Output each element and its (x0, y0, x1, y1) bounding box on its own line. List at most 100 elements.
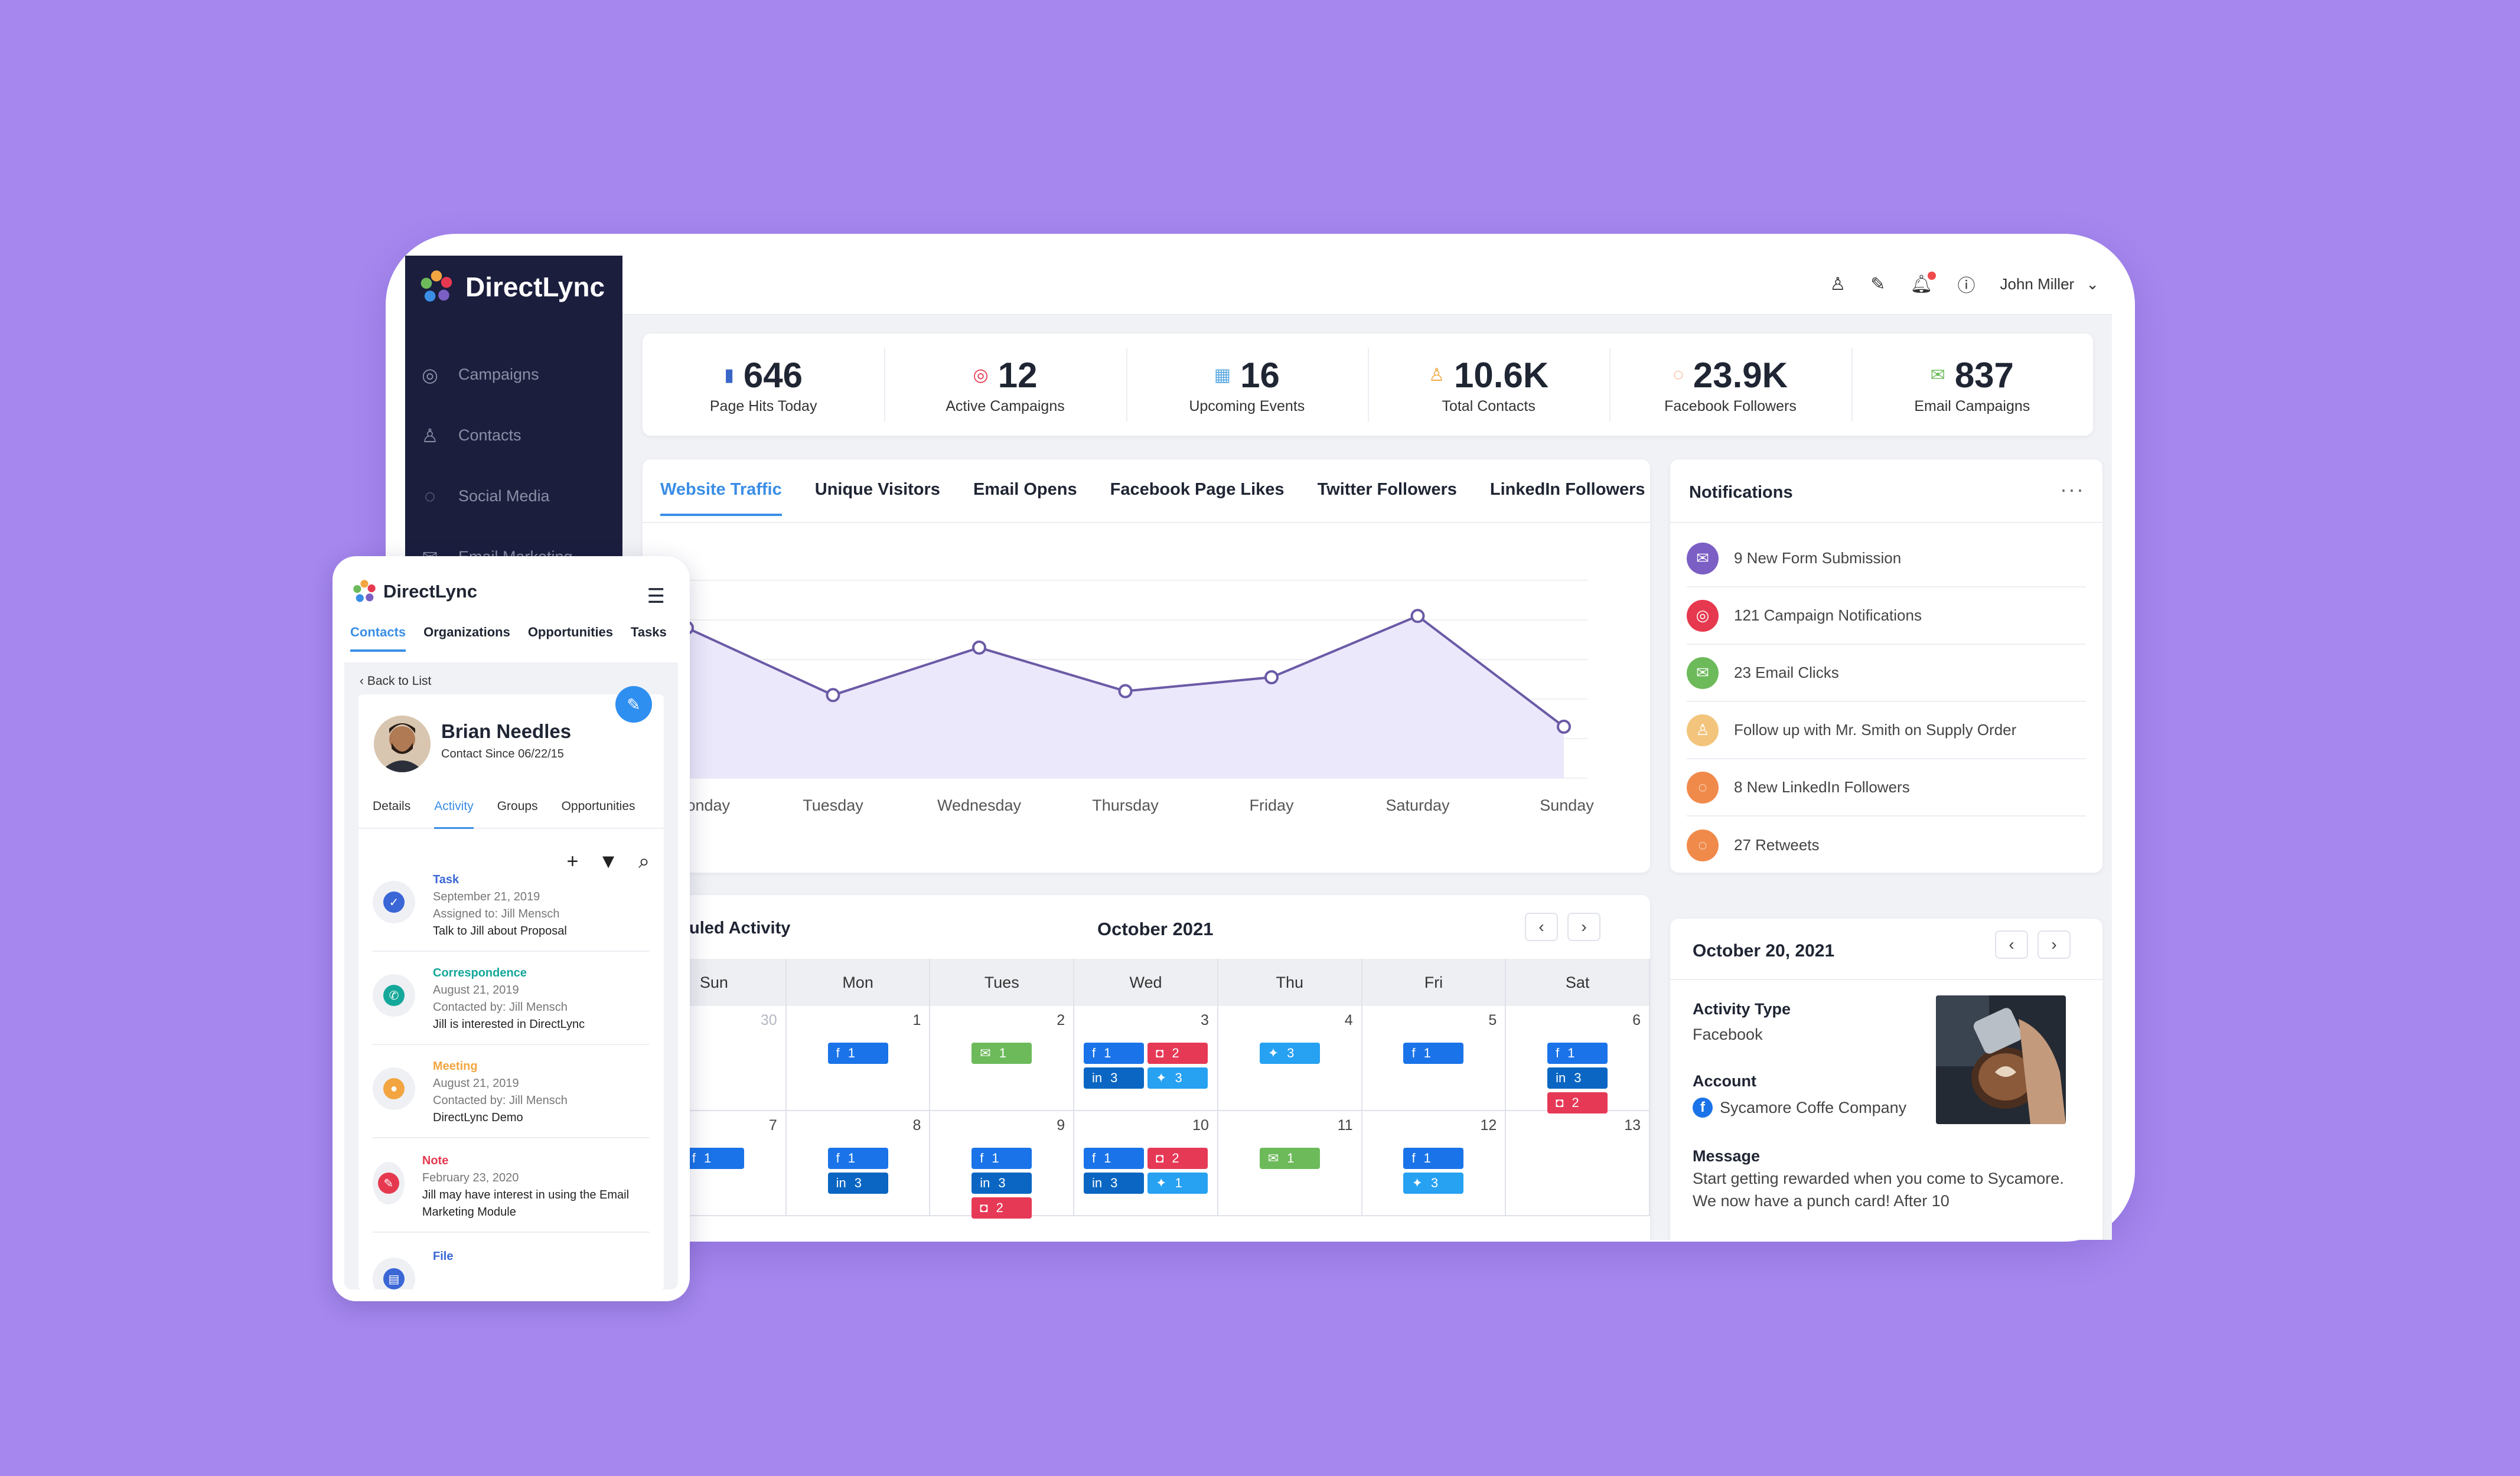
linkedin-activity-chip[interactable]: in 3 (1084, 1067, 1145, 1089)
calendar-day[interactable]: 3 f 1 ◘ 2 in 3 ✦ 3 (1074, 1006, 1218, 1110)
bell-icon[interactable]: 🔔︎ (1910, 271, 1937, 295)
subtab-groups[interactable]: Groups (497, 799, 538, 813)
user-menu[interactable]: John Miller ⌄ (2000, 275, 2099, 293)
linkedin-activity-chip[interactable]: in 3 (1084, 1173, 1145, 1194)
next-month-button[interactable]: › (1567, 913, 1600, 941)
user-icon[interactable]: ♙ (1830, 274, 1846, 294)
calendar-day[interactable]: 4 ✦ 3 (1218, 1006, 1362, 1110)
twitter-activity-chip[interactable]: ✦ 3 (1147, 1067, 1208, 1089)
sidebar-item-label: Contacts (458, 426, 521, 444)
calendar-day[interactable]: 2 ✉ 1 (930, 1006, 1075, 1110)
instagram-activity-chip[interactable]: ◘ 2 (1147, 1148, 1208, 1169)
app-logo[interactable]: DirectLync (351, 579, 477, 605)
tab-opportunities[interactable]: Opportunities (527, 625, 614, 639)
calendar-day[interactable]: 12 f 1 ✦ 3 (1362, 1111, 1507, 1215)
chip-row: ✦ 3 (1259, 1043, 1320, 1064)
more-icon[interactable]: ··· (2060, 477, 2085, 501)
sidebar-item-campaigns[interactable]: ◎ Campaigns (418, 344, 619, 405)
next-day-button[interactable]: › (2037, 930, 2071, 959)
twitter-activity-chip[interactable]: ✦ 3 (1259, 1043, 1320, 1064)
edit-contact-button[interactable]: ✎ (615, 686, 652, 723)
sidebar-item-contacts[interactable]: ♙ Contacts (418, 405, 619, 466)
data-point[interactable] (1118, 684, 1133, 698)
data-point[interactable] (1264, 670, 1279, 685)
notification-item[interactable]: ◌ 8 New LinkedIn Followers (1687, 759, 2086, 817)
twitter-activity-chip[interactable]: ✦ 1 (1147, 1173, 1208, 1194)
hamburger-menu-icon[interactable]: ☰ (647, 585, 665, 608)
calendar-day[interactable]: 13 (1506, 1111, 1651, 1215)
tab-organizations[interactable]: Organizations (423, 625, 510, 639)
prev-day-button[interactable]: ‹ (1995, 930, 2028, 959)
data-point[interactable] (1410, 609, 1425, 623)
twitter-activity-chip[interactable]: ✦ 3 (1403, 1173, 1464, 1194)
tab-contacts[interactable]: Contacts (350, 625, 406, 652)
instagram-activity-chip[interactable]: ◘ 2 (1547, 1092, 1608, 1113)
filter-icon[interactable]: ▼ (598, 850, 618, 873)
tab-twitter-followers[interactable]: Twitter Followers (1317, 480, 1457, 499)
activity-description: Jill is interested in DirectLync (433, 1018, 585, 1031)
back-to-list-link[interactable]: ‹ Back to List (360, 674, 431, 688)
email-activity-chip[interactable]: ✉ 1 (1259, 1148, 1320, 1169)
sidebar-item-social-media[interactable]: ◌ Social Media (418, 466, 619, 527)
help-icon[interactable]: ⓘ (1957, 276, 1975, 296)
instagram-activity-chip[interactable]: ◘ 2 (1147, 1043, 1208, 1064)
stat-row: ♙ 10.6K (1429, 355, 1548, 396)
activity-date: August 21, 2019 (433, 984, 519, 997)
tab-email-opens[interactable]: Email Opens (973, 480, 1077, 499)
tab-unique-visitors[interactable]: Unique Visitors (814, 480, 940, 499)
search-icon[interactable]: ⌕ (638, 850, 650, 873)
subtab-opportunities[interactable]: Opportunities (561, 799, 635, 813)
activity-kind: Task (433, 873, 459, 886)
data-point[interactable] (1557, 719, 1571, 734)
prev-month-button[interactable]: ‹ (1525, 913, 1558, 941)
twitter-icon: ✦ (1267, 1046, 1279, 1060)
subtab-details[interactable]: Details (373, 799, 411, 813)
calendar-day[interactable]: 30 (643, 1006, 787, 1110)
calendar-day[interactable]: 9 f 1 in 3 ◘ 2 (930, 1111, 1075, 1219)
data-point[interactable] (826, 688, 840, 703)
activity-item[interactable]: ● Meeting August 21, 2019 Contacted by: Jil… (373, 1058, 650, 1138)
tab-website-traffic[interactable]: Website Traffic (660, 480, 782, 516)
calendar-day[interactable]: 8 f 1 in 3 (787, 1111, 931, 1215)
target-icon: ◎ (1687, 599, 1719, 632)
instagram-activity-chip[interactable]: ◘ 2 (972, 1197, 1032, 1219)
activity-item[interactable]: ▤ File (373, 1248, 650, 1289)
notification-item[interactable]: ◎ 121 Campaign Notifications (1687, 587, 2086, 645)
tab-tasks[interactable]: Tasks (631, 625, 667, 639)
notification-item[interactable]: ◌ 27 Retweets (1687, 817, 2086, 874)
notification-item[interactable]: ♙ Follow up with Mr. Smith on Supply Orde… (1687, 702, 2086, 759)
linkedin-activity-chip[interactable]: in 3 (827, 1173, 888, 1194)
calendar-day[interactable]: 10 f 1 ◘ 2 in 3 ✦ 1 (1074, 1111, 1218, 1215)
linkedin-activity-chip[interactable]: in 3 (972, 1173, 1032, 1194)
add-icon[interactable]: + (566, 850, 579, 873)
activity-item[interactable]: ✎ Note February 23, 2020 Jill may have inte… (373, 1152, 650, 1233)
data-point[interactable] (972, 640, 986, 655)
tab-linkedin-followers[interactable]: LinkedIn Followers (1489, 480, 1645, 499)
activity-type-value: Facebook (1693, 1026, 1763, 1043)
calendar-day[interactable]: 11 ✉ 1 (1218, 1111, 1362, 1215)
linkedin-activity-chip[interactable]: in 3 (1547, 1067, 1608, 1089)
email-activity-chip[interactable]: ✉ 1 (972, 1043, 1032, 1064)
subtab-activity[interactable]: Activity (434, 799, 474, 829)
notification-item[interactable]: ✉ 9 New Form Submission (1687, 530, 2086, 587)
calendar-day[interactable]: 6 f 1 in 3 ◘ 2 (1506, 1006, 1651, 1113)
facebook-icon: f (692, 1151, 696, 1165)
app-logo[interactable]: DirectLync (418, 269, 605, 305)
edit-icon[interactable]: ✎ (1870, 274, 1886, 294)
tab-facebook-page-likes[interactable]: Facebook Page Likes (1110, 480, 1285, 499)
notification-item[interactable]: ✉ 23 Email Clicks (1687, 645, 2086, 702)
activity-item[interactable]: ✓ Task September 21, 2019 Assigned to: Jill… (373, 871, 650, 952)
activity-item[interactable]: ✆ Correspondence August 21, 2019 Contacted … (373, 965, 650, 1045)
